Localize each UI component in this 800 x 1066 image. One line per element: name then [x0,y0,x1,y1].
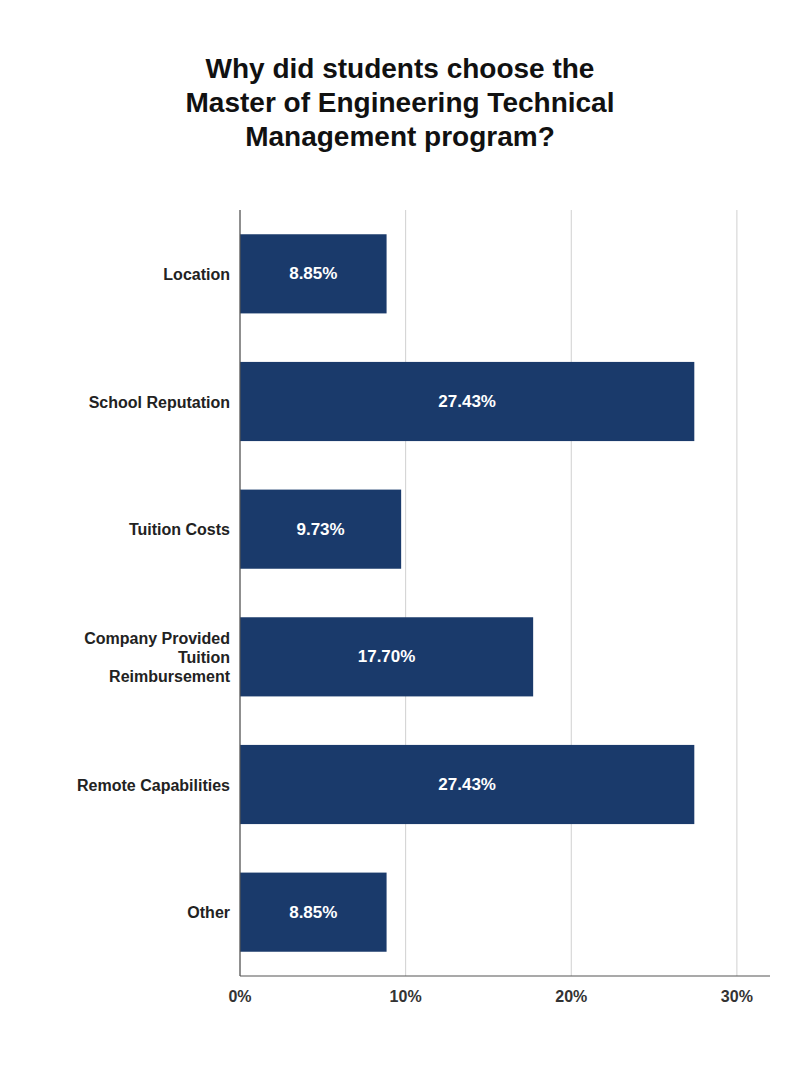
y-tick-label: Tuition Costs [129,521,230,538]
data-label: 27.43% [438,392,496,411]
grid-line [240,210,241,976]
grid [240,210,737,976]
bar [240,617,533,696]
y-axis-line [239,210,240,976]
chart-container: Why did students choose theMaster of Eng… [0,0,800,1066]
text-line: School Reputation [89,393,230,410]
text-line: Master of Engineering Technical [186,87,615,118]
x-tick-label: 0% [228,988,251,1005]
y-tick-label: Company Provided Tuition Reimbursement [84,629,230,684]
bar [240,362,694,441]
grid-line [405,210,406,976]
text-line: Other [187,904,230,921]
chart-svg: Why did students choose theMaster of Eng… [0,0,800,1066]
x-axis-ticks: 0% 10% 20% 30% [228,988,752,1005]
x-tick-label: 30% [721,988,753,1005]
y-tick-label: Location [163,265,230,282]
x-tick-label: 10% [390,988,422,1005]
grid-line [736,210,737,976]
data-label: 9.73% [296,520,344,539]
text-line: Tuition [178,648,230,665]
y-axis-labels: Location School Reputation Tuition Costs Co… [77,265,231,920]
y-tick-label: Remote Capabilities [77,776,230,793]
text-line: Management program? [245,121,555,152]
data-label: 27.43% [438,775,496,794]
bars [240,234,694,951]
background [0,0,800,1066]
chart-title: Why did students choose theMaster of Eng… [186,53,615,152]
bar [240,234,387,313]
bar [240,490,401,569]
x-axis-line [240,975,770,976]
data-label: 8.85% [289,903,337,922]
text-line: Remote Capabilities [77,776,230,793]
bar [240,873,387,952]
x-tick-label: 20% [555,988,587,1005]
grid-line [571,210,572,976]
text-line: Reimbursement [109,667,231,684]
y-tick-label: School Reputation [89,393,230,410]
text-line: Location [163,265,230,282]
text-line: Company Provided [84,629,230,646]
data-label: 17.70% [358,647,416,666]
y-tick-label: Other [187,904,230,921]
text-line: Why did students choose the [206,53,595,84]
data-labels: 8.85% 27.43% 9.73% 17.70% 27.43% 8.85% [289,264,496,921]
bar [240,745,694,824]
data-label: 8.85% [289,264,337,283]
text-line: Tuition Costs [129,521,230,538]
